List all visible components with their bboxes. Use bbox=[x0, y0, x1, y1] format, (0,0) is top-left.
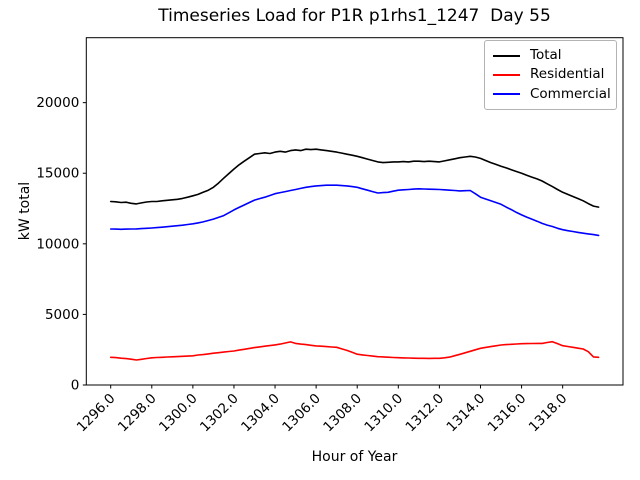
y-tick-label: 0 bbox=[71, 378, 80, 394]
chart-title: Timeseries Load for P1R p1rhs1_1247 Day … bbox=[158, 6, 551, 26]
legend-row-commercial: Commercial bbox=[493, 85, 611, 104]
series-line-total bbox=[109, 148, 600, 208]
x-tick-label: 1298.0 bbox=[115, 391, 160, 436]
legend-row-residential: Residential bbox=[493, 65, 608, 84]
y-tick-label: 20000 bbox=[36, 95, 79, 111]
legend-label-commercial: Commercial bbox=[530, 85, 611, 102]
series-line-residential bbox=[109, 340, 600, 361]
legend-label-total: Total bbox=[530, 46, 562, 63]
x-tick-label: 1296.0 bbox=[74, 391, 119, 436]
x-tick-label: 1302.0 bbox=[197, 391, 242, 436]
x-tick-label: 1300.0 bbox=[156, 391, 201, 436]
x-tick-label: 1304.0 bbox=[238, 391, 283, 436]
y-tick-label: 10000 bbox=[36, 236, 79, 252]
commercial-line-swatch bbox=[493, 93, 520, 96]
x-tick-label: 1310.0 bbox=[361, 391, 406, 436]
x-tick-label: 1308.0 bbox=[320, 391, 365, 436]
x-tick-label: 1318.0 bbox=[526, 391, 571, 436]
y-tick-label: 5000 bbox=[45, 307, 79, 323]
series-line-commercial bbox=[109, 184, 600, 237]
total-line-swatch bbox=[493, 54, 520, 57]
x-axis-label: Hour of Year bbox=[311, 449, 398, 465]
x-tick-label: 1312.0 bbox=[402, 391, 447, 436]
x-tick-label: 1316.0 bbox=[485, 391, 530, 436]
axes-frame bbox=[85, 37, 624, 386]
legend-label-residential: Residential bbox=[530, 66, 605, 83]
legend: Total Residential Commercial bbox=[484, 40, 617, 110]
residential-line-swatch bbox=[493, 73, 520, 76]
x-tick-label: 1314.0 bbox=[444, 391, 489, 436]
legend-row-total: Total bbox=[493, 46, 608, 65]
x-tick-label: 1306.0 bbox=[279, 391, 324, 436]
y-tick-label: 15000 bbox=[36, 166, 79, 182]
y-axis-label: kW total bbox=[17, 181, 33, 241]
